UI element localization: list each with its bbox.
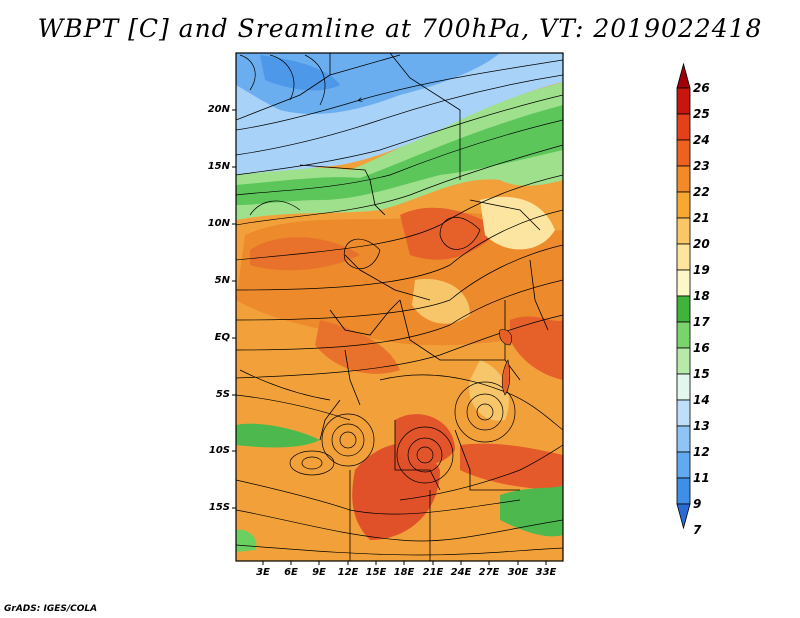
colorbar-label: 9 xyxy=(693,497,702,511)
colorbar-label: 7 xyxy=(693,523,702,537)
colorbar-segment xyxy=(676,373,691,401)
colorbar-segment xyxy=(676,243,691,271)
colorbar-label: 26 xyxy=(693,81,710,95)
colorbar-label: 23 xyxy=(693,159,710,173)
colorbar-segment xyxy=(676,347,691,375)
axis-ticks xyxy=(232,109,547,565)
streamlines xyxy=(236,54,563,556)
lon-tick-label: 6E xyxy=(284,567,298,578)
colorbar-segment xyxy=(676,87,691,115)
colorbar-segment xyxy=(676,295,691,323)
colorbar-label: 19 xyxy=(693,263,710,277)
colorbar-label: 21 xyxy=(693,211,710,225)
colorbar-label: 24 xyxy=(693,133,710,147)
colorbar-segment xyxy=(676,477,691,505)
lon-tick-label: 21E xyxy=(422,567,444,578)
colorbar-label: 12 xyxy=(693,445,710,459)
lat-tick-label: 10S xyxy=(208,445,230,456)
colorbar-segment xyxy=(676,217,691,245)
colorbar-label: 13 xyxy=(693,419,710,433)
colorbar-segment xyxy=(676,425,691,453)
map-frame xyxy=(235,52,564,562)
chart-title: WBPT [C] and Sreamline at 700hPa, VT: 20… xyxy=(37,14,763,43)
colorbar-label: 22 xyxy=(693,185,710,199)
credit-text: GrADS: IGES/COLA xyxy=(4,604,98,614)
colorbar xyxy=(676,62,691,530)
lon-tick-label: 3E xyxy=(256,567,270,578)
colorbar-label: 16 xyxy=(693,341,710,355)
lat-tick-label: 10N xyxy=(207,218,230,229)
colorbar-segment xyxy=(676,451,691,479)
lon-tick-label: 33E xyxy=(535,567,557,578)
borders xyxy=(236,53,549,561)
colorbar-segment xyxy=(676,321,691,349)
lat-tick-label: EQ xyxy=(214,332,230,343)
lon-tick-label: 9E xyxy=(312,567,326,578)
colorbar-segment xyxy=(676,399,691,427)
lat-tick-label: 15N xyxy=(207,161,230,172)
colorbar-segment xyxy=(676,191,691,219)
colorbar-segment xyxy=(676,139,691,167)
lon-tick-label: 27E xyxy=(478,567,500,578)
lon-tick-label: 15E xyxy=(365,567,387,578)
lat-tick-label: 5S xyxy=(215,389,230,400)
lat-tick-label: 20N xyxy=(207,104,230,115)
colorbar-label: 15 xyxy=(693,367,710,381)
colorbar-top-arrow xyxy=(676,62,691,89)
colorbar-segment xyxy=(676,269,691,297)
lon-tick-label: 24E xyxy=(450,567,472,578)
lon-tick-label: 18E xyxy=(393,567,415,578)
lakes xyxy=(499,329,512,396)
colorbar-label: 25 xyxy=(693,107,710,121)
colorbar-label: 20 xyxy=(693,237,710,251)
lat-tick-label: 15S xyxy=(208,502,230,513)
colorbar-bottom-arrow xyxy=(676,503,691,530)
colorbar-label: 14 xyxy=(693,393,710,407)
colorbar-segment xyxy=(676,165,691,193)
colorbar-label: 11 xyxy=(693,471,710,485)
lat-tick-label: 5N xyxy=(214,275,230,286)
wbpt-field xyxy=(236,53,563,561)
colorbar-segment xyxy=(676,113,691,141)
lon-tick-label: 30E xyxy=(507,567,529,578)
colorbar-label: 17 xyxy=(693,315,710,329)
colorbar-label: 18 xyxy=(693,289,710,303)
lon-tick-label: 12E xyxy=(337,567,359,578)
